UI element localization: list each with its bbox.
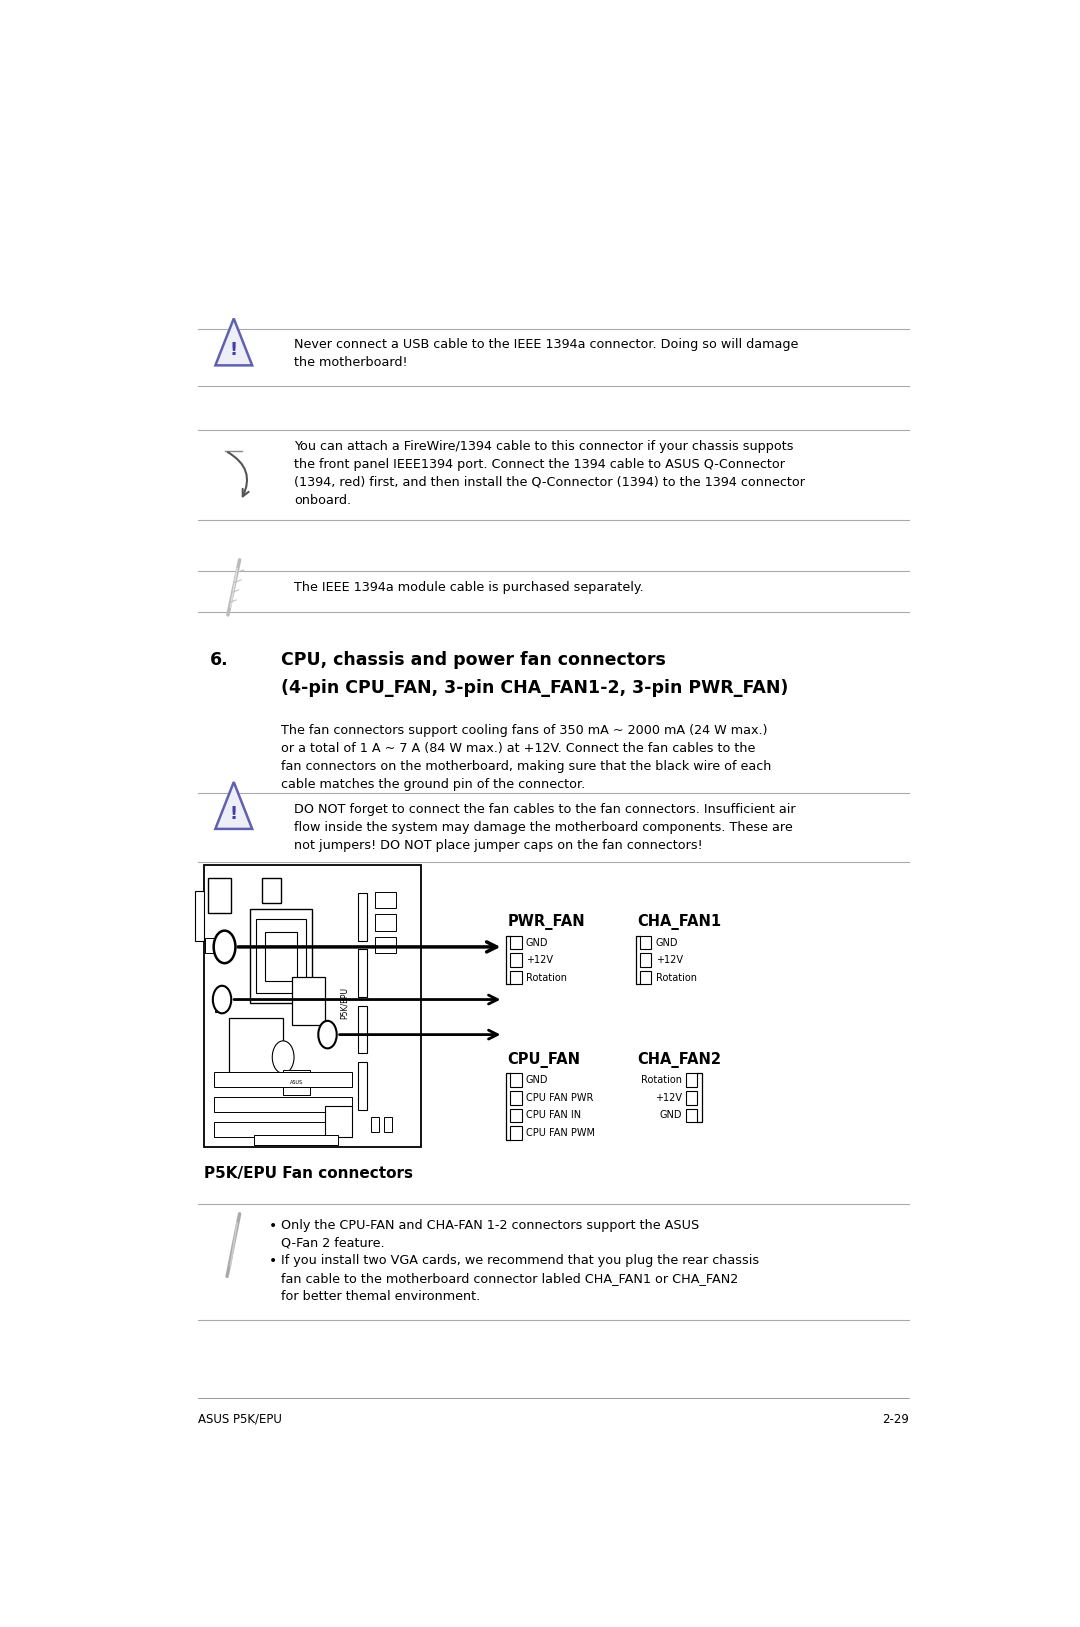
Bar xyxy=(359,950,367,997)
Bar xyxy=(256,919,306,992)
Polygon shape xyxy=(215,783,253,828)
Bar xyxy=(510,1126,522,1141)
Text: cable matches the ground pin of the connector.: cable matches the ground pin of the conn… xyxy=(282,778,585,791)
Text: The fan connectors support cooling fans of 350 mA ~ 2000 mA (24 W max.): The fan connectors support cooling fans … xyxy=(282,724,768,737)
Text: GND: GND xyxy=(659,1110,681,1121)
Bar xyxy=(222,997,226,1002)
Text: DO NOT forget to connect the fan cables to the fan connectors. Insufficient air: DO NOT forget to connect the fan cables … xyxy=(294,802,796,815)
Circle shape xyxy=(272,1041,294,1074)
Text: Rotation: Rotation xyxy=(640,1075,681,1085)
Bar xyxy=(510,936,522,950)
Text: Rotation: Rotation xyxy=(526,973,567,983)
Text: 2-29: 2-29 xyxy=(882,1412,909,1425)
Bar xyxy=(510,1092,522,1105)
Bar xyxy=(207,879,231,913)
Text: !: ! xyxy=(230,342,238,360)
Bar xyxy=(372,1118,379,1132)
Bar xyxy=(324,1032,327,1036)
Bar xyxy=(510,1108,522,1123)
Circle shape xyxy=(213,986,231,1014)
Text: CPU FAN PWM: CPU FAN PWM xyxy=(526,1128,595,1137)
Bar xyxy=(639,971,651,984)
Text: CPU, chassis and power fan connectors: CPU, chassis and power fan connectors xyxy=(282,651,666,669)
Text: The IEEE 1394a module cable is purchased separately.: The IEEE 1394a module cable is purchased… xyxy=(294,581,644,594)
Bar xyxy=(229,1019,283,1075)
Bar xyxy=(686,1108,698,1123)
Text: CHA_FAN2: CHA_FAN2 xyxy=(637,1053,721,1069)
Text: 6.: 6. xyxy=(211,651,229,669)
Text: GND: GND xyxy=(526,1075,549,1085)
Bar xyxy=(375,892,396,908)
Text: •: • xyxy=(269,1254,278,1267)
Polygon shape xyxy=(215,319,253,366)
Bar xyxy=(292,976,325,1025)
Text: CPU FAN PWR: CPU FAN PWR xyxy=(526,1093,593,1103)
Bar xyxy=(686,1074,698,1087)
Text: +12V: +12V xyxy=(526,955,553,965)
Text: (1394, red) first, and then install the Q-Connector (1394) to the 1394 connector: (1394, red) first, and then install the … xyxy=(294,475,805,488)
Bar xyxy=(265,932,297,981)
Text: PWR_FAN: PWR_FAN xyxy=(508,914,585,931)
Text: +12V: +12V xyxy=(654,1093,681,1103)
Text: Never connect a USB cable to the IEEE 1394a connector. Doing so will damage: Never connect a USB cable to the IEEE 13… xyxy=(294,338,798,351)
Bar xyxy=(195,890,204,940)
Bar xyxy=(325,1106,352,1137)
Text: the motherboard!: the motherboard! xyxy=(294,356,407,369)
Text: Q-Fan 2 feature.: Q-Fan 2 feature. xyxy=(282,1237,386,1250)
Bar xyxy=(215,997,225,1012)
Text: P5K/EPU Fan connectors: P5K/EPU Fan connectors xyxy=(204,1167,413,1181)
Bar xyxy=(359,1005,367,1053)
Bar xyxy=(214,1123,352,1137)
Bar xyxy=(214,1097,352,1113)
Bar xyxy=(205,939,222,953)
Text: or a total of 1 A ~ 7 A (84 W max.) at +12V. Connect the fan cables to the: or a total of 1 A ~ 7 A (84 W max.) at +… xyxy=(282,742,756,755)
Bar xyxy=(328,1032,332,1036)
Bar xyxy=(204,866,421,1147)
Text: the front panel IEEE1394 port. Connect the 1394 cable to ASUS Q-Connector: the front panel IEEE1394 port. Connect t… xyxy=(294,457,785,470)
Bar xyxy=(639,936,651,950)
Text: flow inside the system may damage the motherboard components. These are: flow inside the system may damage the mo… xyxy=(294,822,793,835)
Text: Rotation: Rotation xyxy=(656,973,697,983)
Bar xyxy=(225,944,229,950)
Bar xyxy=(359,1062,367,1110)
Bar xyxy=(214,1072,352,1087)
Text: fan connectors on the motherboard, making sure that the black wire of each: fan connectors on the motherboard, makin… xyxy=(282,760,772,773)
Bar xyxy=(375,914,396,931)
Text: !: ! xyxy=(230,805,238,823)
Bar xyxy=(219,944,224,950)
Text: •: • xyxy=(269,1219,278,1233)
Text: GND: GND xyxy=(526,937,549,947)
Text: fan cable to the motherboard connector labled CHA_FAN1 or CHA_FAN2: fan cable to the motherboard connector l… xyxy=(282,1272,739,1285)
Bar xyxy=(510,953,522,966)
Bar xyxy=(262,879,281,903)
Text: P5K/EPU: P5K/EPU xyxy=(340,988,349,1019)
Bar xyxy=(249,909,312,1004)
Text: CHA_FAN1: CHA_FAN1 xyxy=(637,914,721,931)
Text: onboard.: onboard. xyxy=(294,495,351,508)
Text: +12V: +12V xyxy=(656,955,683,965)
Bar xyxy=(283,1069,310,1095)
Text: CPU_FAN: CPU_FAN xyxy=(508,1053,580,1069)
Text: not jumpers! DO NOT place jumper caps on the fan connectors!: not jumpers! DO NOT place jumper caps on… xyxy=(294,840,703,853)
Bar xyxy=(359,893,367,940)
Text: ASUS: ASUS xyxy=(289,1080,303,1085)
Bar xyxy=(383,1118,392,1132)
Bar xyxy=(254,1136,338,1145)
Text: If you install two VGA cards, we recommend that you plug the rear chassis: If you install two VGA cards, we recomme… xyxy=(282,1254,759,1267)
Text: You can attach a FireWire/1394 cable to this connector if your chassis suppots: You can attach a FireWire/1394 cable to … xyxy=(294,439,794,452)
Circle shape xyxy=(319,1020,337,1048)
Text: for better themal environment.: for better themal environment. xyxy=(282,1290,481,1303)
Circle shape xyxy=(214,931,235,963)
Text: GND: GND xyxy=(656,937,678,947)
Bar xyxy=(218,997,222,1002)
Bar xyxy=(639,953,651,966)
Bar xyxy=(686,1092,698,1105)
Text: CPU FAN IN: CPU FAN IN xyxy=(526,1110,581,1121)
Text: (4-pin CPU_FAN, 3-pin CHA_FAN1-2, 3-pin PWR_FAN): (4-pin CPU_FAN, 3-pin CHA_FAN1-2, 3-pin … xyxy=(282,678,788,696)
Bar xyxy=(375,937,396,953)
Bar xyxy=(510,971,522,984)
Text: ASUS P5K/EPU: ASUS P5K/EPU xyxy=(198,1412,282,1425)
Bar xyxy=(510,1074,522,1087)
Text: Only the CPU-FAN and CHA-FAN 1-2 connectors support the ASUS: Only the CPU-FAN and CHA-FAN 1-2 connect… xyxy=(282,1219,700,1232)
